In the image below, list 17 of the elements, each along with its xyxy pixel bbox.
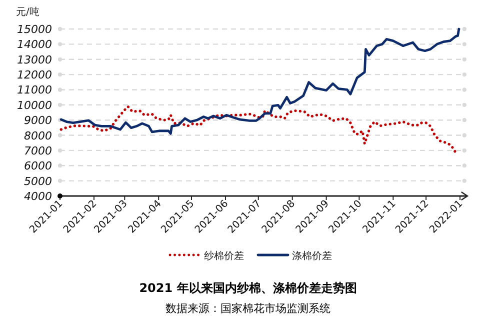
y-tick-label: 11000 bbox=[17, 84, 52, 97]
y-tick-label: 14000 bbox=[17, 38, 52, 52]
y-tick-label: 5000 bbox=[24, 174, 52, 188]
text: 2021 年以来国内纱棉、涤棉价差走势图 bbox=[139, 281, 357, 295]
y-tick-label: 7000 bbox=[24, 144, 52, 158]
y-tick-label: 10000 bbox=[17, 98, 52, 112]
y-tick-label: 12000 bbox=[17, 68, 52, 82]
y-axis-title: 元/吨 bbox=[16, 6, 40, 18]
legend-label: 涤棉价差 bbox=[292, 250, 332, 262]
y-tick-label: 13000 bbox=[17, 53, 52, 66]
source-note: 数据来源：国家棉花市场监测系统 bbox=[166, 302, 330, 315]
y-tick-label: 15000 bbox=[17, 23, 52, 36]
y-tick-label: 6000 bbox=[24, 160, 52, 173]
y-tick-label: 8000 bbox=[24, 129, 52, 142]
y-tick-label: 4000 bbox=[24, 190, 52, 203]
y-tick-label: 9000 bbox=[24, 114, 52, 128]
legend-label: 纱棉价差 bbox=[204, 250, 244, 262]
